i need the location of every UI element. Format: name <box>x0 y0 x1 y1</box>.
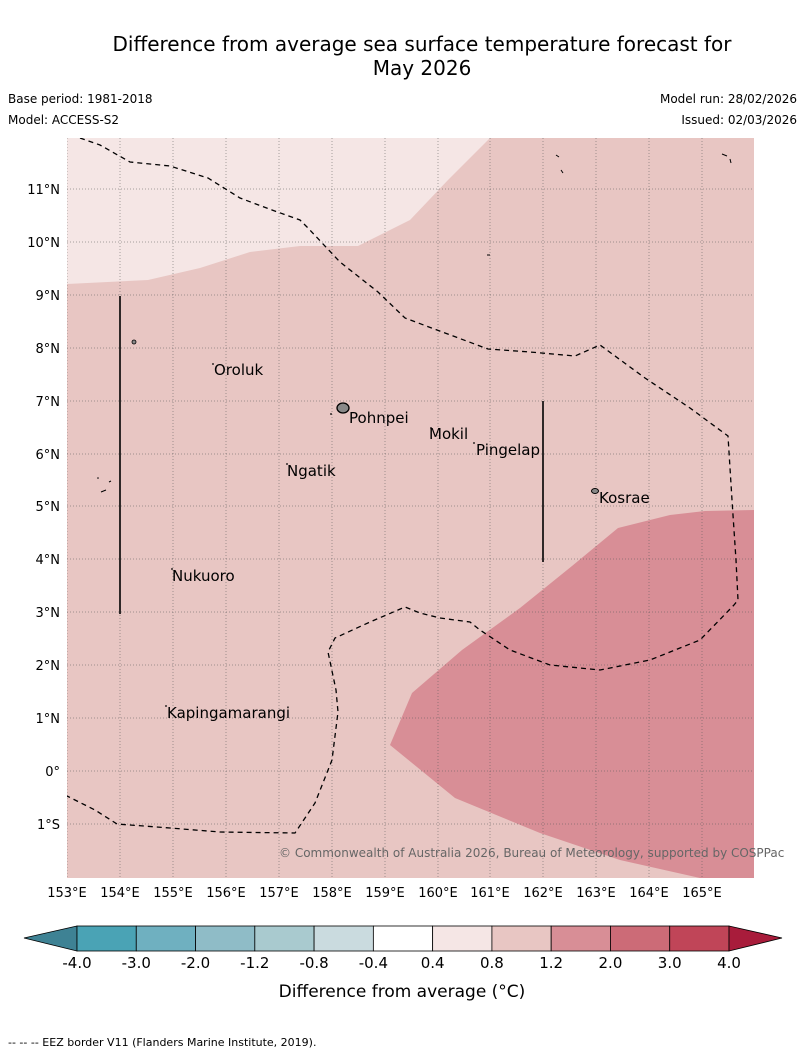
issued-label: Issued: 02/03/2026 <box>681 113 797 127</box>
colorbar-bin <box>135 925 196 952</box>
map-title-line-1: Difference from average sea surface temp… <box>112 32 732 56</box>
eez-source-note: -- -- -- EEZ border V11 (Flanders Marine… <box>8 1036 317 1049</box>
islet-dot-icon <box>97 477 99 479</box>
longitude-tick-label: 155°E <box>153 886 193 901</box>
latitude-tick-label: 4°N <box>36 553 61 568</box>
latitude-tick-label: 11°N <box>27 183 60 198</box>
colorbar-tick-label: 1.2 <box>539 954 563 972</box>
forecast-map: Oroluk Pohnpei Mokil Pingelap Ngatik Kos… <box>23 138 784 1002</box>
kapingamarangi-dot-icon <box>165 705 167 707</box>
pingelap-dot-icon <box>473 442 475 444</box>
place-label-kosrae: Kosrae <box>599 489 650 507</box>
colorbar-bin <box>432 925 493 952</box>
place-labels: Oroluk Pohnpei Mokil Pingelap Ngatik Kos… <box>167 361 650 722</box>
latitude-tick-label: 1°N <box>36 712 61 727</box>
latitude-labels: 11°N 10°N 9°N 8°N 7°N 6°N 5°N 4°N 3°N 2°N 1°N 0° 1°S <box>27 183 60 833</box>
colorbar-bin <box>669 925 730 952</box>
longitude-labels: 153°E 154°E 155°E 156°E 157°E 158°E 159°E 160°E… <box>47 886 722 901</box>
pohnpei-island-icon <box>336 402 350 414</box>
colorbar-tick-label: -1.2 <box>240 954 269 972</box>
sst-anomaly-field: Oroluk Pohnpei Mokil Pingelap Ngatik Kos… <box>67 138 754 878</box>
longitude-tick-label: 154°E <box>100 886 140 901</box>
mokil-dot-icon <box>430 427 432 429</box>
colorbar-tick-labels: -4.0 -3.0 -2.0 -1.2 -0.8 -0.4 0.4 0.8 1.2 2.0 3.0 4… <box>62 954 741 972</box>
ngatik-dot-icon <box>286 463 288 465</box>
colorbar-tick-label: -4.0 <box>62 954 91 972</box>
latitude-tick-label: 6°N <box>36 448 61 463</box>
colorbar-bins <box>76 925 730 952</box>
island-markers <box>97 153 732 707</box>
longitude-tick-label: 156°E <box>206 886 246 901</box>
islet-mark-icon <box>100 480 112 493</box>
islet-mark-icon <box>721 153 732 164</box>
kosrae-island-icon <box>591 488 599 494</box>
longitude-tick-label: 163°E <box>576 886 616 901</box>
colorbar-tick-label: -0.4 <box>359 954 388 972</box>
model-run-label: Model run: 28/02/2026 <box>659 92 797 106</box>
colorbar: -4.0 -3.0 -2.0 -1.2 -0.8 -0.4 0.4 0.8 1.2 2.0 3.0 4… <box>23 925 783 1002</box>
map-title-line-2: May 2026 <box>372 56 472 80</box>
oroluk-dot-icon <box>212 363 214 365</box>
islet-icon <box>131 339 137 345</box>
colorbar-bin <box>254 925 315 952</box>
colorbar-min-cap <box>23 925 78 952</box>
model-label: Model: ACCESS-S2 <box>8 113 120 127</box>
longitude-tick-label: 162°E <box>523 886 563 901</box>
latitude-tick-label: 10°N <box>27 236 60 251</box>
colorbar-tick-label: -3.0 <box>122 954 151 972</box>
place-label-oroluk: Oroluk <box>214 361 263 379</box>
colorbar-tick-label: -2.0 <box>181 954 210 972</box>
place-label-pohnpei: Pohnpei <box>349 409 409 427</box>
colorbar-bin <box>195 925 256 952</box>
latitude-gridlines <box>67 188 754 825</box>
latitude-tick-label: 9°N <box>36 289 61 304</box>
latitude-tick-label: 1°S <box>37 818 60 833</box>
copyright-notice: © Commonwealth of Australia 2026, Bureau… <box>279 846 784 860</box>
colorbar-tick-label: 2.0 <box>599 954 623 972</box>
eez-border <box>67 138 739 834</box>
colorbar-tick-label: 3.0 <box>658 954 682 972</box>
colorbar-tick-label: 0.8 <box>480 954 504 972</box>
longitude-tick-label: 161°E <box>470 886 510 901</box>
colorbar-bin <box>491 925 552 952</box>
longitude-tick-label: 164°E <box>629 886 669 901</box>
longitude-tick-label: 153°E <box>47 886 87 901</box>
latitude-tick-label: 3°N <box>36 606 61 621</box>
latitude-tick-label: 5°N <box>36 500 61 515</box>
colorbar-bin <box>313 925 374 952</box>
place-label-kapingamarangi: Kapingamarangi <box>167 704 290 722</box>
base-period-label: Base period: 1981-2018 <box>8 92 153 106</box>
latitude-tick-label: 8°N <box>36 342 61 357</box>
colorbar-bin <box>76 925 137 952</box>
longitude-tick-label: 159°E <box>365 886 405 901</box>
map-title: Difference from average sea surface temp… <box>0 32 804 80</box>
colorbar-bin <box>610 925 671 952</box>
latitude-tick-label: 0° <box>45 765 60 780</box>
place-label-nukuoro: Nukuoro <box>172 567 235 585</box>
longitude-tick-label: 165°E <box>682 886 722 901</box>
latitude-tick-label: 2°N <box>36 659 61 674</box>
colorbar-tick-label: -0.8 <box>299 954 328 972</box>
place-label-pingelap: Pingelap <box>476 441 540 459</box>
anomaly-1.2-2.0-region <box>390 510 754 878</box>
longitude-tick-label: 158°E <box>312 886 352 901</box>
colorbar-tick-label: 0.4 <box>421 954 445 972</box>
place-label-ngatik: Ngatik <box>287 462 336 480</box>
colorbar-tick-label: 4.0 <box>717 954 741 972</box>
place-label-mokil: Mokil <box>429 425 468 443</box>
colorbar-max-cap <box>728 925 783 952</box>
colorbar-bin <box>372 925 434 952</box>
islet-mark-icon <box>555 154 564 174</box>
longitude-tick-label: 157°E <box>259 886 299 901</box>
nukuoro-dot-icon <box>171 568 173 570</box>
longitude-tick-label: 160°E <box>418 886 458 901</box>
colorbar-title: Difference from average (°C) <box>279 982 526 1002</box>
colorbar-bin <box>550 925 611 952</box>
islet-dot-icon <box>330 413 332 415</box>
latitude-tick-label: 7°N <box>36 395 61 410</box>
